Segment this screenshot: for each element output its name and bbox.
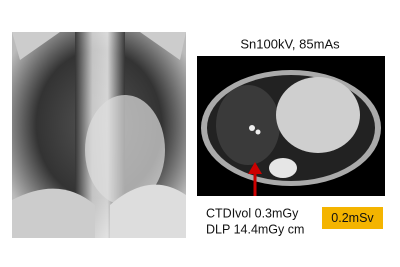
chest-xray — [12, 32, 186, 238]
effective-dose: 0.2mSv — [331, 211, 374, 225]
arrow — [248, 162, 262, 196]
protocol-label: Sn100kV, 85mAs — [240, 36, 340, 51]
dlp-label: DLP 14.4mGy cm — [206, 222, 304, 236]
dose-badge — [322, 207, 383, 229]
ct-image — [197, 56, 385, 196]
ctdi-label: CTDIvol 0.3mGy — [206, 206, 299, 220]
